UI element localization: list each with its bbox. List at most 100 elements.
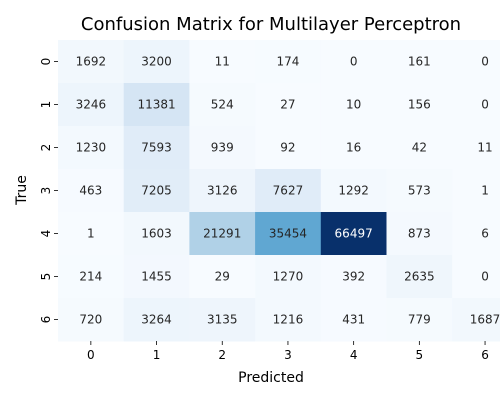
heatmap-cell [123, 255, 190, 299]
heatmap-cell [320, 212, 387, 256]
cell-value-label: 6 [481, 227, 489, 241]
cell-value-label: 3200 [141, 55, 172, 69]
chart-title: Confusion Matrix for Multilayer Perceptr… [81, 14, 461, 35]
cell-value-label: 779 [408, 313, 431, 327]
heatmap-cell [320, 40, 387, 84]
cell-value-label: 2635 [404, 270, 435, 284]
x-tick-label: 0 [87, 348, 95, 362]
heatmap-cell [123, 298, 190, 342]
cell-value-label: 0 [481, 55, 489, 69]
cell-value-label: 174 [276, 55, 299, 69]
heatmap-cell [255, 40, 322, 84]
heatmap-cell [58, 126, 125, 170]
heatmap-cell [255, 255, 322, 299]
y-tick-label: 5 [39, 273, 53, 281]
heatmap-cell [58, 298, 125, 342]
heatmap-cell [58, 83, 125, 127]
y-axis-label: True [14, 175, 30, 206]
cell-value-label: 524 [211, 98, 234, 112]
cell-value-label: 939 [211, 141, 234, 155]
cell-value-label: 35454 [269, 227, 307, 241]
heatmap-cell [58, 212, 125, 256]
cell-value-label: 3246 [76, 98, 107, 112]
heatmap-cell [255, 212, 322, 256]
heatmap-cell [452, 169, 500, 213]
cell-value-label: 161 [408, 55, 431, 69]
cell-value-label: 3126 [207, 184, 238, 198]
cell-value-label: 0 [481, 98, 489, 112]
heatmap-cell [123, 83, 190, 127]
cell-value-label: 431 [342, 313, 365, 327]
cell-value-label: 10 [346, 98, 361, 112]
cell-value-label: 1270 [273, 270, 304, 284]
cell-value-label: 1230 [76, 141, 107, 155]
cell-value-label: 11 [477, 141, 492, 155]
y-tick-label: 3 [39, 187, 53, 195]
heatmap-cell [320, 126, 387, 170]
heatmap-cell [123, 212, 190, 256]
heatmap-cell [123, 40, 190, 84]
cell-value-label: 16 [346, 141, 361, 155]
heatmap-cell [58, 169, 125, 213]
cell-value-label: 1455 [141, 270, 172, 284]
cell-value-label: 1603 [141, 227, 172, 241]
heatmap-cell [255, 83, 322, 127]
heatmap-cell [452, 212, 500, 256]
heatmap-cell [123, 126, 190, 170]
heatmap-cell [58, 40, 125, 84]
heatmap-cell [320, 83, 387, 127]
heatmap-cell [255, 126, 322, 170]
cell-value-label: 21291 [203, 227, 241, 241]
x-tick-label: 3 [284, 348, 292, 362]
cell-value-label: 1687 [470, 313, 500, 327]
x-tick-label: 4 [350, 348, 358, 362]
cell-value-label: 1692 [76, 55, 107, 69]
heatmap-cell [189, 212, 256, 256]
cell-value-label: 1216 [273, 313, 304, 327]
cell-value-label: 156 [408, 98, 431, 112]
heatmap-cell [452, 126, 500, 170]
heatmap-cell [452, 298, 500, 342]
heatmap-cell [320, 255, 387, 299]
x-tick-label: 1 [153, 348, 161, 362]
y-axis: 0 1 2 3 4 5 6 [39, 58, 58, 323]
cell-value-label: 11381 [137, 98, 175, 112]
x-tick-label: 2 [218, 348, 226, 362]
cell-value-label: 0 [481, 270, 489, 284]
heatmap-cell [255, 298, 322, 342]
cell-value-label: 873 [408, 227, 431, 241]
heatmap-cell [386, 255, 453, 299]
y-tick-label: 0 [39, 58, 53, 66]
heatmap-cell [189, 298, 256, 342]
y-tick-label: 2 [39, 144, 53, 152]
cell-value-label: 3135 [207, 313, 238, 327]
cell-value-label: 573 [408, 184, 431, 198]
heatmap-cell [320, 169, 387, 213]
cell-value-label: 214 [79, 270, 102, 284]
cell-value-label: 29 [215, 270, 230, 284]
cell-value-label: 7205 [141, 184, 172, 198]
heatmap-cell [386, 212, 453, 256]
cell-value-label: 27 [280, 98, 295, 112]
heatmap-cell [320, 298, 387, 342]
x-axis: 0 1 2 3 4 5 6 [87, 341, 489, 362]
cell-value-label: 7593 [141, 141, 172, 155]
cell-value-label: 392 [342, 270, 365, 284]
x-tick-label: 6 [481, 348, 489, 362]
heatmap-cell [189, 169, 256, 213]
heatmap-cell [452, 255, 500, 299]
cell-value-label: 1292 [338, 184, 369, 198]
x-axis-label: Predicted [238, 370, 304, 386]
cell-value-label: 720 [79, 313, 102, 327]
heatmap-cell [386, 40, 453, 84]
cell-value-label: 66497 [335, 227, 373, 241]
heatmap-cell [123, 169, 190, 213]
cell-value-label: 42 [412, 141, 427, 155]
x-tick-label: 5 [416, 348, 424, 362]
cell-value-label: 1 [87, 227, 95, 241]
heatmap-cell [386, 126, 453, 170]
heatmap-cell [58, 255, 125, 299]
heatmap-cell [189, 255, 256, 299]
